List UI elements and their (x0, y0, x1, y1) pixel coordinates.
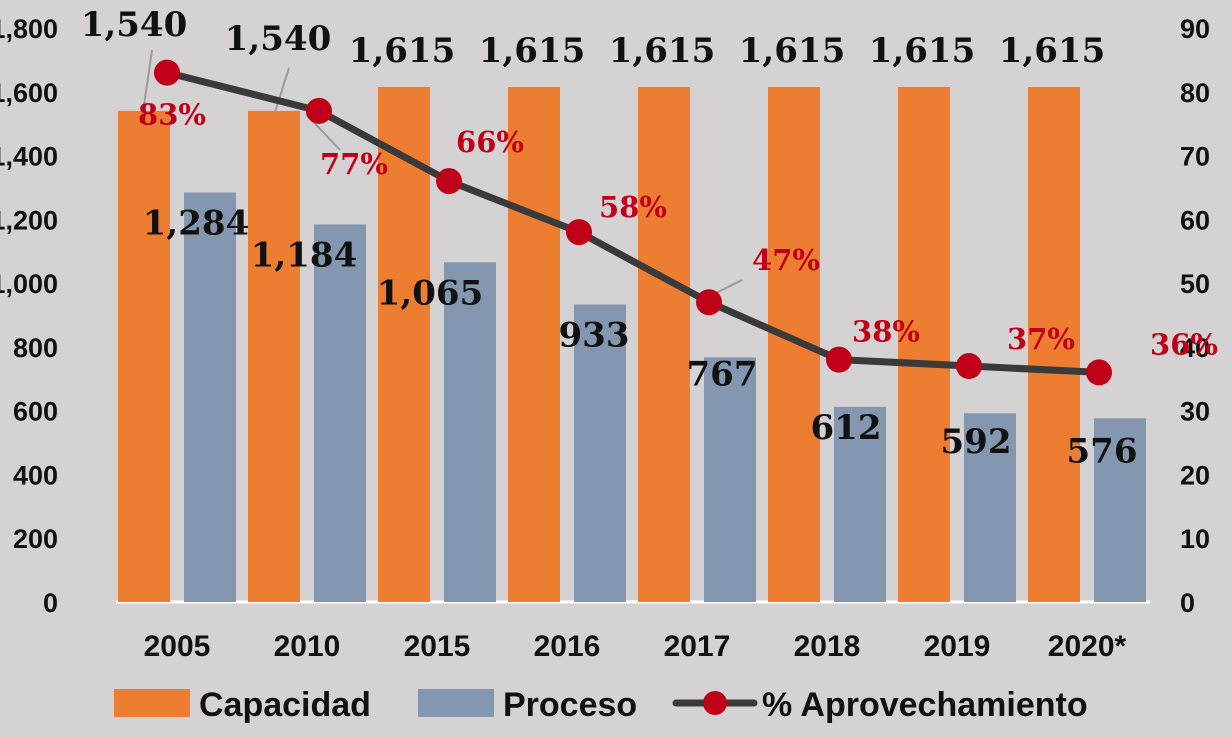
y-right-tick-label: 60 (1180, 205, 1210, 235)
x-axis-category-label: 2005 (144, 630, 211, 663)
bar-capacidad (508, 86, 560, 602)
data-label-capacidad: 1,615 (869, 31, 975, 71)
data-label-proceso: 1,184 (251, 235, 357, 275)
y-right-tick-label: 20 (1180, 460, 1210, 490)
data-label-proceso: 592 (941, 422, 1012, 462)
y-left-tick-label: 1,000 (0, 269, 58, 299)
y-left-tick-label: 1,200 (0, 205, 58, 235)
bar-proceso (834, 406, 886, 602)
bar-capacidad (898, 86, 950, 602)
legend-label-capacidad: Capacidad (199, 686, 371, 724)
bar-proceso (184, 192, 236, 602)
y-right-tick-label: 0 (1180, 588, 1195, 618)
data-label-capacidad: 1,615 (999, 31, 1105, 71)
leader-line (274, 67, 290, 113)
x-axis-categories: 2005 2010 2015 2016 2017 2018 2019 2020* (144, 630, 1127, 663)
data-label-proceso: 767 (687, 354, 758, 394)
y-left-tick-label: 200 (13, 524, 58, 554)
bars (118, 86, 1146, 603)
aprovechamiento-marker (436, 168, 462, 195)
x-axis-category-label: 2018 (794, 630, 861, 663)
legend-swatch-proceso (418, 689, 494, 717)
legend-marker (703, 691, 727, 715)
data-label-proceso: 1,284 (143, 204, 249, 244)
aprovechamiento-marker (154, 59, 180, 86)
data-label-capacidad: 1,615 (479, 31, 585, 71)
aprovechamiento-marker (566, 219, 592, 246)
data-label-capacidad: 1,540 (225, 19, 331, 59)
aprovechamiento-marker (1086, 359, 1112, 386)
right-axis: 0 10 20 30 40 50 60 70 80 90 (1180, 14, 1210, 618)
aprovechamiento-marker (306, 97, 332, 124)
bar-capacidad (638, 86, 690, 602)
legend-swatch-capacidad (114, 689, 190, 717)
y-right-tick-label: 80 (1180, 78, 1210, 108)
aprovechamiento-line (154, 59, 1112, 386)
aprovechamiento-marker (826, 346, 852, 373)
legend: Capacidad Proceso % Aprovechamiento (114, 686, 1088, 724)
x-axis-category-label: 2017 (664, 630, 731, 663)
left-axis: 0 200 400 600 800 1,000 1,200 1,400 1,600 1,800 (0, 14, 58, 618)
x-axis-category-label: 2015 (404, 630, 471, 663)
y-right-tick-label: 10 (1180, 524, 1210, 554)
y-left-tick-label: 800 (13, 333, 58, 363)
y-left-tick-label: 1,400 (0, 142, 58, 172)
bar-proceso (964, 413, 1016, 602)
data-label-capacidad: 1,540 (81, 5, 187, 45)
y-left-tick-label: 400 (13, 460, 58, 490)
y-right-tick-label: 30 (1180, 397, 1210, 427)
y-right-tick-label: 40 (1180, 333, 1210, 363)
bar-proceso (1094, 418, 1146, 602)
aprovechamiento-marker (956, 353, 982, 380)
y-left-tick-label: 600 (13, 397, 58, 427)
data-label-aprovechamiento: 77% (320, 147, 388, 181)
y-left-tick-label: 0 (43, 588, 58, 618)
x-axis-category-label: 2020* (1048, 630, 1127, 663)
y-right-tick-label: 90 (1180, 14, 1210, 44)
bar-proceso (444, 262, 496, 602)
legend-label-aprovechamiento: % Aprovechamiento (762, 686, 1088, 724)
data-label-capacidad: 1,615 (739, 31, 845, 71)
data-label-aprovechamiento: 37% (1007, 322, 1075, 356)
data-label-aprovechamiento: 66% (456, 125, 524, 159)
data-label-proceso: 576 (1067, 431, 1138, 471)
legend-label-proceso: Proceso (503, 686, 637, 724)
x-axis-category-label: 2010 (274, 630, 341, 663)
y-right-tick-label: 70 (1180, 142, 1210, 172)
x-axis-category-label: 2016 (534, 630, 601, 663)
bar-capacidad (1028, 86, 1080, 602)
data-label-aprovechamiento: 58% (599, 190, 667, 224)
bar-capacidad (248, 110, 300, 603)
y-left-tick-label: 1,600 (0, 78, 58, 108)
bar-capacidad (118, 110, 170, 603)
data-label-proceso: 933 (559, 315, 630, 355)
bar-proceso (314, 224, 366, 603)
data-labels: 1,540 1,284 1,540 1,184 1,615 1,065 1,615 933 1,… (81, 5, 1218, 471)
aprovechamiento-line-path (163, 69, 1103, 376)
data-label-capacidad: 1,615 (349, 31, 455, 71)
bar-capacidad (378, 86, 430, 602)
x-axis-category-label: 2019 (924, 630, 991, 663)
bar-proceso (704, 357, 756, 602)
data-label-aprovechamiento: 38% (852, 315, 920, 349)
data-label-aprovechamiento: 36% (1150, 327, 1218, 361)
data-label-proceso: 612 (811, 408, 882, 448)
aprovechamiento-marker (696, 289, 722, 316)
data-label-proceso: 1,065 (377, 273, 483, 313)
leader-line (142, 49, 153, 113)
y-left-tick-label: 1,800 (0, 14, 58, 44)
bar-proceso (574, 304, 626, 602)
data-label-capacidad: 1,615 (609, 31, 715, 71)
data-label-aprovechamiento: 47% (752, 243, 820, 277)
data-label-aprovechamiento: 83% (138, 98, 206, 132)
y-right-tick-label: 50 (1180, 269, 1210, 299)
